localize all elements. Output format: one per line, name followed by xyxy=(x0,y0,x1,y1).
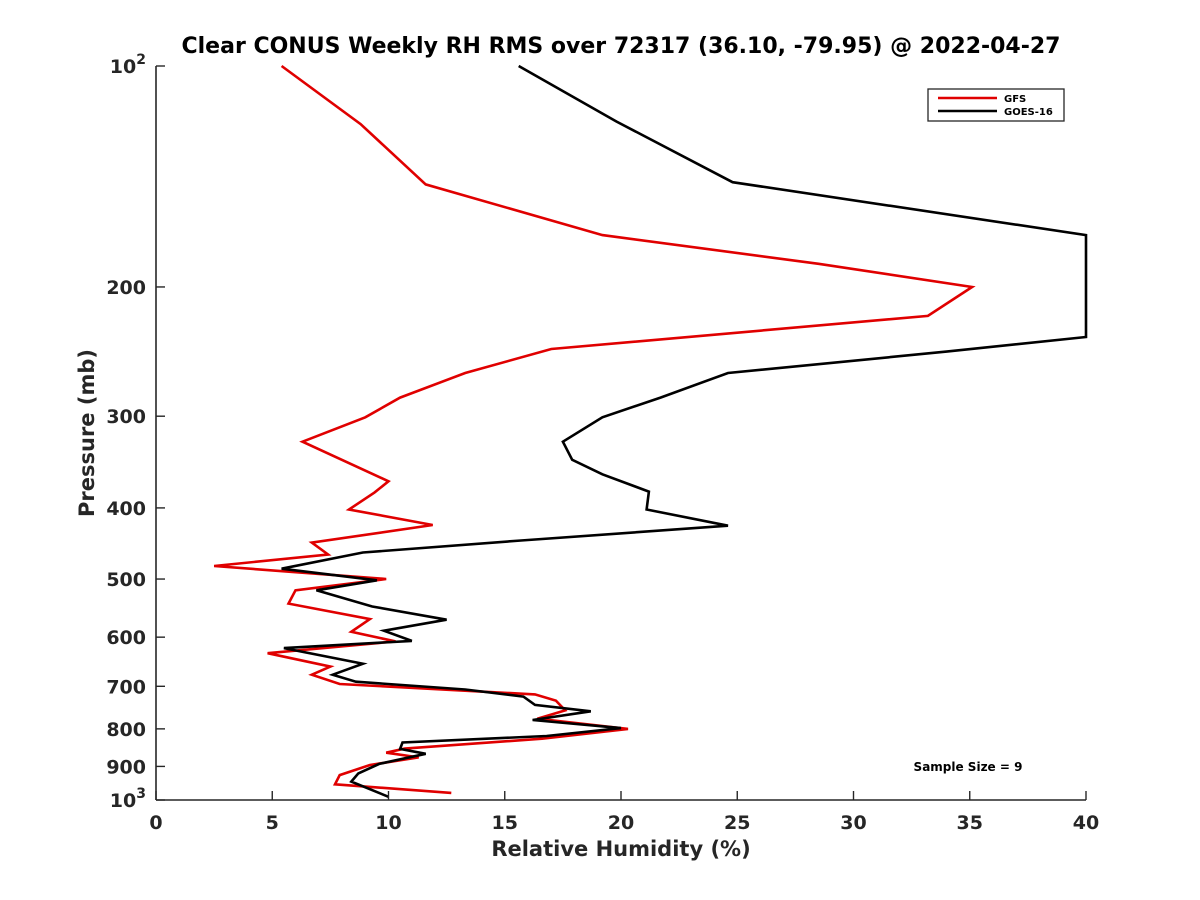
axes-layer: 0 5 10 15 20 25 30 35 40 102 200 300 400 500 600 700 800… xyxy=(106,52,1099,834)
x-tick-label: 0 xyxy=(149,812,162,834)
x-tick-label: 15 xyxy=(492,812,518,834)
x-tick-label: 40 xyxy=(1073,812,1099,834)
x-tick-label: 10 xyxy=(375,812,401,834)
series-line-gfs xyxy=(213,64,976,795)
series-line-goes-16 xyxy=(281,64,1088,799)
y-tick-label: 300 xyxy=(106,406,146,428)
series-layer xyxy=(213,64,1088,799)
y-tick-label: 200 xyxy=(106,277,146,299)
legend-label-gfs: GFS xyxy=(1004,94,1026,105)
legend-box xyxy=(927,88,1065,122)
y-tick-label: 900 xyxy=(106,756,146,778)
y-tick-label: 700 xyxy=(106,676,146,698)
y-tick-label: 400 xyxy=(106,498,146,520)
y-tick-label: 600 xyxy=(106,627,146,649)
x-tick-label: 30 xyxy=(840,812,866,834)
y-tick-label: 102 xyxy=(110,52,146,78)
x-tick-label: 35 xyxy=(957,812,983,834)
y-tick-label: 800 xyxy=(106,719,146,741)
legend-label-goes-16: GOES-16 xyxy=(1004,107,1053,118)
x-tick-label: 25 xyxy=(724,812,750,834)
legend: GFS GOES-16 xyxy=(927,88,1065,122)
x-tick-label: 20 xyxy=(608,812,634,834)
y-axis-label: Pressure (mb) xyxy=(75,349,99,517)
sample-size-annotation: Sample Size = 9 xyxy=(914,760,1023,774)
x-tick-label: 5 xyxy=(266,812,279,834)
chart-title: Clear CONUS Weekly RH RMS over 72317 (36… xyxy=(182,34,1061,59)
y-tick-label: 103 xyxy=(110,786,146,812)
y-tick-label: 500 xyxy=(106,569,146,591)
x-axis-label: Relative Humidity (%) xyxy=(491,837,750,861)
